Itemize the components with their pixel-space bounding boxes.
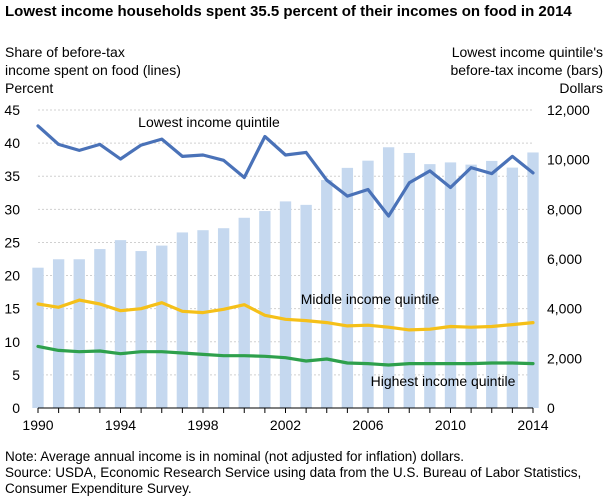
x-tick-label: 2002 bbox=[270, 417, 301, 433]
income-bar bbox=[465, 164, 477, 408]
right-tick-label: 2,000 bbox=[547, 350, 582, 366]
income-bar bbox=[300, 204, 312, 408]
left-tick-label: 0 bbox=[12, 400, 20, 416]
left-tick-label: 45 bbox=[4, 102, 20, 118]
left-tick-label: 35 bbox=[4, 168, 20, 184]
income-bar bbox=[341, 167, 354, 408]
source-line-1: Source: USDA, Economic Research Service … bbox=[5, 465, 582, 480]
series-label: Lowest income quintile bbox=[138, 114, 280, 130]
x-tick-label: 2014 bbox=[517, 417, 548, 433]
income-bar bbox=[135, 251, 147, 408]
left-axis-unit: Percent bbox=[5, 80, 54, 96]
left-axis-title-line2: income spent on food (lines) bbox=[5, 62, 181, 78]
x-tick-label: 1990 bbox=[22, 417, 53, 433]
income-bar bbox=[279, 201, 292, 408]
right-tick-label: 10,000 bbox=[547, 152, 590, 168]
income-bar bbox=[506, 167, 519, 408]
right-axis-unit: Dollars bbox=[559, 80, 603, 96]
series-line bbox=[36, 344, 535, 367]
income-bar bbox=[382, 147, 395, 408]
left-tick-label: 5 bbox=[12, 367, 20, 383]
x-tick-label: 2006 bbox=[352, 417, 383, 433]
income-bar bbox=[527, 152, 539, 408]
notes: Note: Average annual income is in nomina… bbox=[5, 449, 581, 497]
income-bar bbox=[197, 230, 209, 408]
left-axis-title: Share of before-tax income spent on food… bbox=[5, 43, 181, 97]
income-bar bbox=[362, 160, 374, 408]
income-bar bbox=[114, 240, 127, 408]
series-line bbox=[36, 298, 535, 332]
source-line-2: Consumer Expenditure Survey. bbox=[5, 481, 192, 496]
right-axis-title: Lowest income quintile's before-tax inco… bbox=[450, 43, 603, 97]
left-tick-label: 15 bbox=[4, 301, 20, 317]
chart-title: Lowest income households spent 35.5 perc… bbox=[5, 3, 572, 20]
income-bar bbox=[73, 259, 85, 408]
right-tick-label: 0 bbox=[547, 400, 555, 416]
right-tick-label: 12,000 bbox=[547, 102, 590, 118]
x-tick-label: 1998 bbox=[187, 417, 218, 433]
left-tick-label: 10 bbox=[4, 334, 20, 350]
income-bar bbox=[52, 259, 65, 408]
right-tick-label: 8,000 bbox=[547, 201, 582, 217]
right-axis-title-line1: Lowest income quintile's bbox=[451, 44, 603, 60]
income-bar bbox=[238, 217, 250, 408]
x-tick-label: 2010 bbox=[435, 417, 466, 433]
income-bar bbox=[32, 267, 44, 408]
income-bar bbox=[403, 152, 415, 408]
right-tick-label: 4,000 bbox=[547, 301, 582, 317]
series-label: Highest income quintile bbox=[371, 373, 516, 389]
left-axis-title-line1: Share of before-tax bbox=[5, 44, 125, 60]
right-tick-label: 6,000 bbox=[547, 251, 582, 267]
left-tick-label: 25 bbox=[4, 234, 20, 250]
income-bar bbox=[156, 245, 168, 408]
series-label: Middle income quintile bbox=[301, 291, 440, 307]
income-bar bbox=[321, 180, 333, 408]
income-bar bbox=[217, 228, 230, 408]
income-bar bbox=[444, 162, 457, 408]
right-axis-title-line2: before-tax income (bars) bbox=[450, 62, 603, 78]
income-bar bbox=[424, 164, 436, 408]
series-line bbox=[36, 124, 535, 218]
income-bar bbox=[486, 160, 498, 408]
x-tick-label: 1994 bbox=[105, 417, 136, 433]
left-tick-label: 40 bbox=[4, 135, 20, 151]
income-bar bbox=[94, 249, 106, 408]
note-line: Note: Average annual income is in nomina… bbox=[5, 449, 465, 464]
left-tick-label: 30 bbox=[4, 201, 20, 217]
income-bar bbox=[176, 232, 189, 408]
left-tick-label: 20 bbox=[4, 268, 20, 284]
income-bar bbox=[259, 211, 271, 408]
